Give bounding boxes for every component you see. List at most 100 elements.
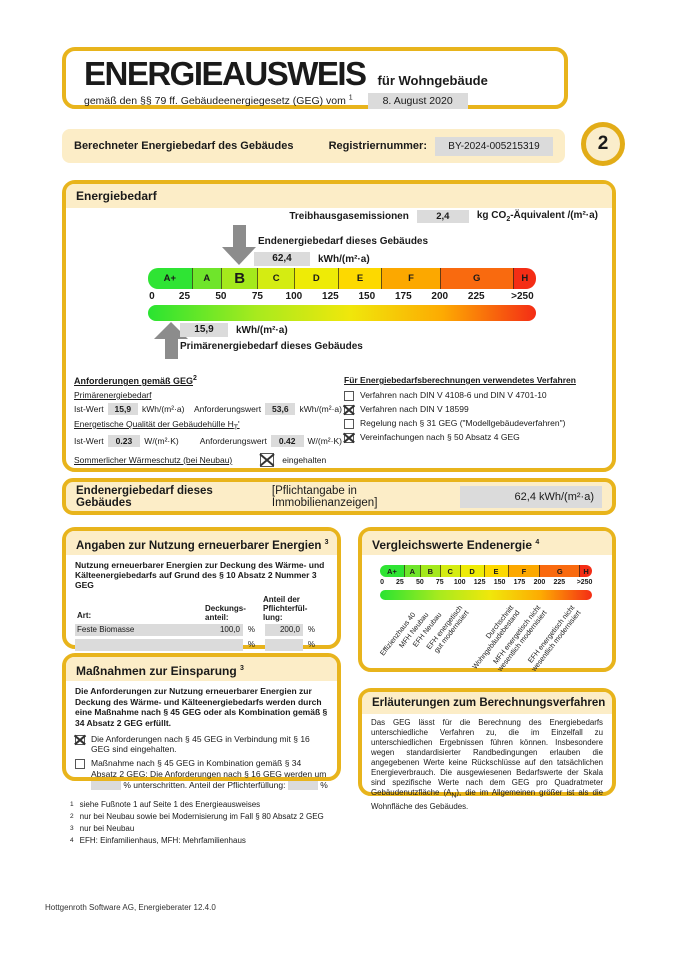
endenergie-arrow-down-icon (222, 225, 256, 265)
scale-axis: 0 25 50 75 100 125 150 175 200 225 >250 (148, 291, 536, 302)
verfahren-heading: Für Energiebedarfsberechnungen verwendet… (344, 375, 576, 385)
erneuerbare-intro: Nutzung erneuerbarer Energien zur Deckun… (75, 560, 325, 591)
footnote: 4 EFH: Einfamilienhaus, MFH: Mehrfamilien… (70, 836, 246, 845)
table-row: Feste Biomasse 100,0 % 200,0 % (75, 623, 315, 636)
tick-label: 200 (533, 579, 546, 586)
primaerenergie-value-row: 15,9 kWh/(m²·a) (180, 323, 288, 337)
vergleich-gradient-bar (380, 590, 592, 600)
sommer-checkbox-checked-icon (260, 452, 275, 467)
endenergie-unit: kWh/(m²·a) (318, 253, 370, 265)
tick-label: 225 (467, 291, 485, 302)
tick-label: 0 (380, 579, 385, 586)
massnahmen-item-2: Maßnahme nach § 45 GEG in Kombination ge… (75, 758, 328, 791)
scale-segment-c: C (257, 268, 294, 289)
verfahren-block: Für Energiebedarfsberechnungen verwendet… (344, 375, 610, 446)
primaerenergie-arrow-up-icon (154, 322, 188, 359)
tick-label: 150 (493, 579, 506, 586)
ghg-row: Treibhausgasemissionen 2,4 kg CO2-Äquiva… (289, 210, 598, 223)
software-footer: Hottgenroth Software AG, Energieberater … (45, 903, 216, 912)
verfahren-item: Verfahren nach DIN V 18599 (344, 404, 610, 415)
erlaeuterungen-text: Das GEG lässt für die Berechnung des Ene… (371, 718, 603, 811)
scale-segment-h: H (579, 565, 592, 577)
prim-ist-anf-row: Ist-Wert 15,9 kWh/(m²·a) Anforderungswer… (74, 403, 342, 415)
checkbox-unchecked-icon (344, 391, 354, 401)
tick-label: 100 (453, 579, 466, 586)
registration-number: BY-2024-005215319 (435, 136, 553, 156)
energiebedarf-header: Energiebedarf (66, 184, 612, 208)
vergleich-class-bar: A+ A B C D E F G H (380, 565, 592, 577)
meta-title: Berechneter Energiebedarf des Gebäudes (74, 140, 294, 152)
primaerenergie-value: 15,9 (180, 323, 228, 337)
footnote: 3 nur bei Neubau (70, 824, 135, 833)
tick-label: 25 (396, 579, 404, 586)
tick-label: 175 (394, 291, 412, 302)
prim-anf-value: 53,6 (265, 403, 296, 415)
endenergie-label: Endenergiebedarf dieses Gebäudes (258, 236, 429, 247)
massnahmen-header: Maßnahmen zur Einsparung 3 (66, 657, 337, 681)
scale-segment-e: E (337, 268, 382, 289)
anforderungen-block: Anforderungen gemäß GEG2 Primärenergiebe… (74, 375, 342, 467)
erneuerbare-header: Angaben zur Nutzung erneuerbarer Energie… (66, 531, 337, 555)
massnahmen-intro: Die Anforderungen zur Nutzung erneuerbar… (75, 686, 328, 728)
scale-segment-a: A (403, 565, 420, 577)
huelle-ist-value: 0.23 (107, 434, 141, 447)
scale-segment-aplus: A+ (148, 268, 192, 289)
tick-label: 100 (285, 291, 303, 302)
vergleich-axis: 0 25 50 75 100 125 150 175 200 225 >250 (380, 579, 592, 588)
checkbox-unchecked-icon (75, 758, 85, 769)
vergleich-markers: Effizienzhaus 40 MFH Neubau EFH Neubau E… (377, 603, 583, 674)
endband-bracket: [Pflichtangabe in Immobilienanzeigen] (271, 484, 378, 509)
scale-segment-c: C (439, 565, 460, 577)
tick-label: 125 (322, 291, 339, 302)
law-footnote-marker: 1 (348, 94, 353, 102)
scale-segment-a: A (191, 268, 221, 289)
sommer-value: eingehalten (282, 454, 327, 465)
prim-ist-value: 15,9 (107, 403, 138, 415)
vergleich-scale: A+ A B C D E F G H 0 25 50 75 100 125 15… (377, 565, 592, 674)
checkbox-checked-icon (344, 405, 354, 415)
endband-value: 62,4 kWh/(m²·a) (460, 485, 602, 508)
massnahmen-item-1: Die Anforderungen nach § 45 GEG in Verbi… (75, 734, 328, 755)
blank-percent-field (91, 781, 121, 791)
huelle-anf-value: 0.42 (270, 434, 304, 447)
table-header-row: Art: Deckungs- anteil: Anteil der Pflich… (77, 594, 308, 622)
energiebedarf-section: Energiebedarf Treibhausgasemissionen 2,4… (62, 180, 616, 472)
scale-segment-g: G (439, 268, 513, 289)
verfahren-item: Verfahren nach DIN V 4108-6 und DIN V 47… (344, 390, 610, 401)
tick-label: 50 (215, 291, 227, 302)
scale-segment-d: D (459, 565, 484, 577)
primary-energy-gradient-bar (148, 305, 536, 321)
erneuerbare-section: Angaben zur Nutzung erneuerbarer Energie… (62, 527, 341, 668)
tick-label: 175 (513, 579, 526, 586)
anforderungen-heading: Anforderungen gemäß GEG2 (74, 375, 197, 386)
verfahren-item: Vereinfachungen nach § 50 Absatz 4 GEG (344, 432, 610, 443)
endenergie-value-row: 62,4 kWh/(m²·a) (254, 252, 370, 266)
page-number-badge: 2 (581, 122, 625, 166)
blank-percent-field (287, 781, 318, 791)
scale-segment-aplus: A+ (380, 565, 404, 577)
tick-label: 225 (553, 579, 566, 586)
endenergiebedarf-band: Endenergiebedarf dieses Gebäudes [Pflich… (62, 478, 616, 515)
scale-segment-h: H (512, 268, 537, 289)
scale-segment-f: F (507, 565, 540, 577)
tick-label: 0 (149, 291, 155, 302)
title-box: ENERGIEAUSWEIS für Wohngebäude gemäß den … (62, 47, 568, 109)
scale-segment-e: E (483, 565, 508, 577)
huelle-ist-anf-row: Ist-Wert 0.23 W/(m²·K) Anforderungswert … (74, 434, 342, 447)
geg-date-box: 8. August 2020 (367, 93, 468, 109)
registration-label: Registriernummer: (328, 140, 427, 152)
primaerenergie-label: Primärenergiebedarf dieses Gebäudes (180, 341, 363, 352)
footnote: 2 nur bei Neubau sowie bei Modernisierung… (70, 812, 324, 821)
massnahmen-section: Maßnahmen zur Einsparung 3 Die Anforderu… (62, 653, 341, 791)
table-row: % % (75, 638, 328, 651)
tick-label: 25 (178, 291, 191, 302)
scale-segment-f: F (381, 268, 440, 289)
footnotes: 1 siehe Fußnote 1 auf Seite 1 des Energie… (70, 799, 324, 847)
meta-band: Berechneter Energiebedarf des Gebäudes R… (62, 129, 565, 163)
tick-label: >250 (511, 291, 534, 302)
ghg-value: 2,4 (416, 210, 469, 223)
page-title-suffix: für Wohngebäude (377, 73, 488, 88)
tick-label: 75 (435, 579, 444, 586)
checkbox-checked-icon (344, 433, 354, 443)
vergleichswerte-section: Vergleichswerte Endenergie 4 A+ A B C D … (358, 527, 616, 674)
